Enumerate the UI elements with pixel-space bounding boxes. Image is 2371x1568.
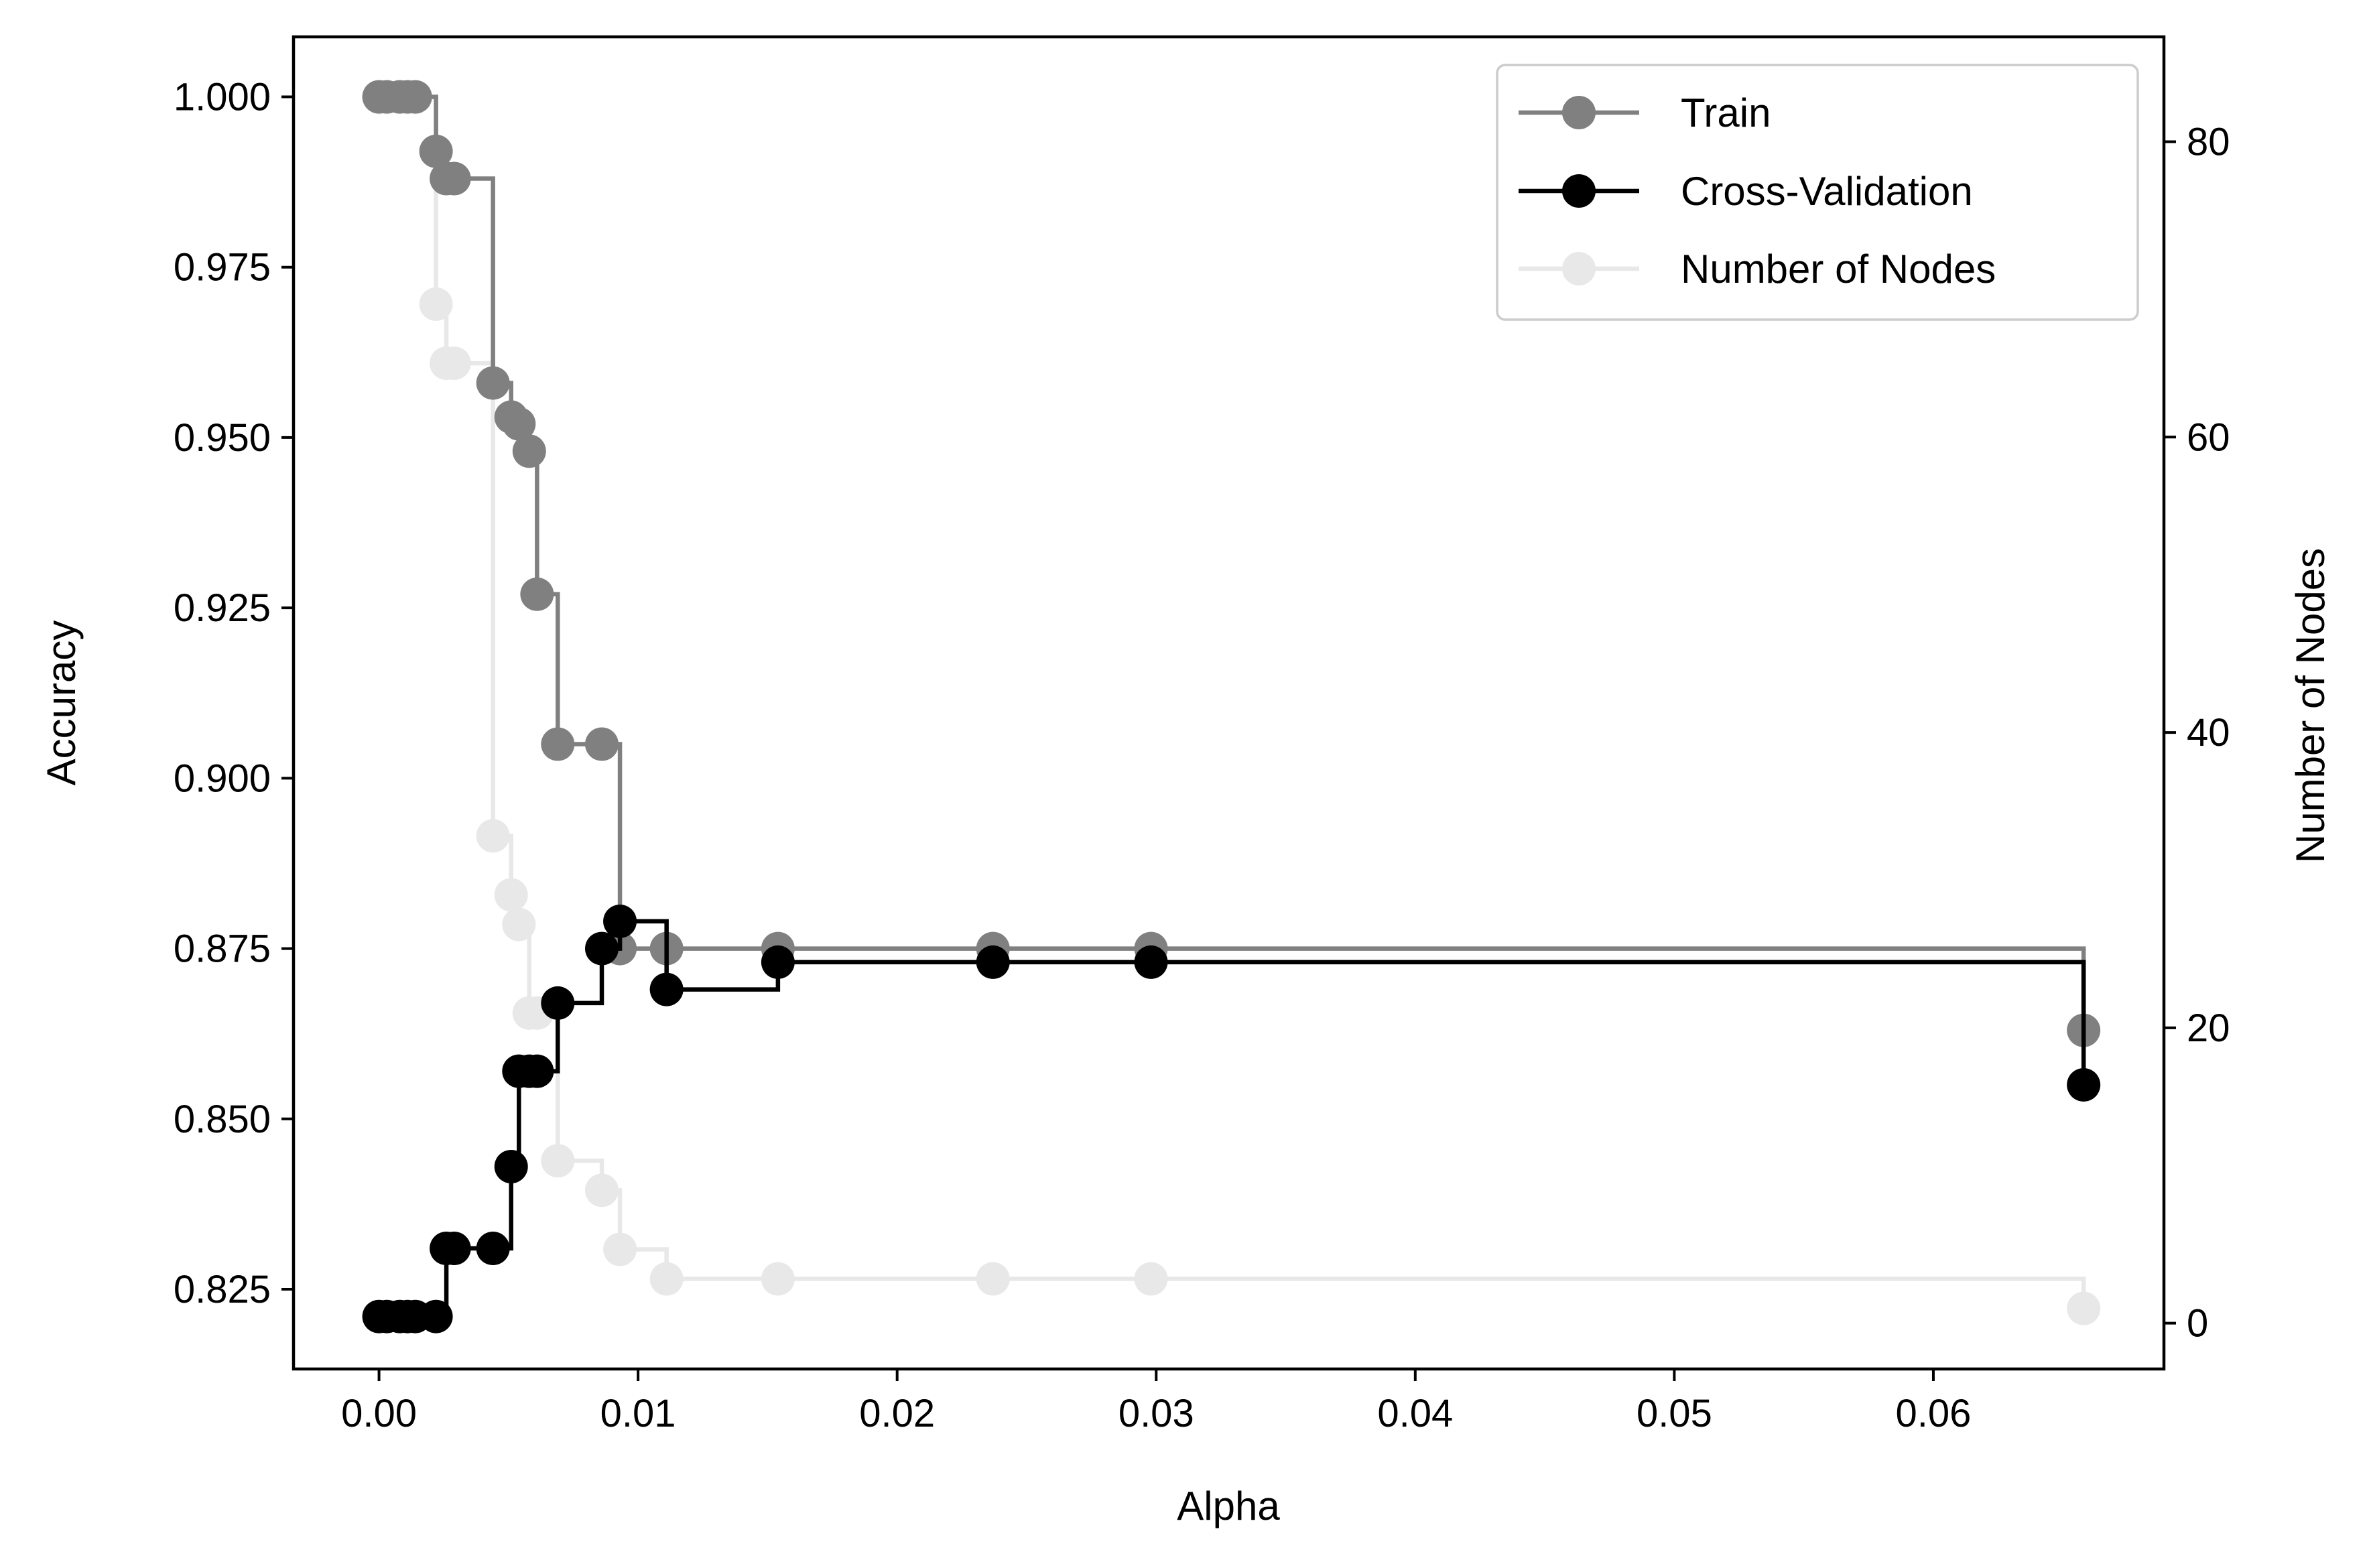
data-point: [494, 1149, 528, 1183]
data-point: [585, 727, 619, 761]
data-point: [761, 1262, 795, 1296]
y2-tick-label: 40: [2187, 711, 2230, 755]
legend-box: [1496, 64, 2139, 321]
legend-handle: [1519, 96, 1639, 129]
y-axis-left: 0.825 0.850 0.875 0.900 0.925 0.950 0.975 1.000: [174, 75, 294, 1311]
legend-marker: [1562, 96, 1596, 129]
x-axis-label: Alpha: [1177, 1484, 1280, 1528]
data-point: [541, 1144, 575, 1178]
data-point: [541, 986, 575, 1020]
y-tick-label: 0.975: [174, 246, 271, 289]
legend-label: Number of Nodes: [1681, 247, 1996, 291]
data-point: [419, 1299, 453, 1333]
data-point: [649, 972, 684, 1006]
data-point: [541, 727, 575, 761]
series-layer: [362, 80, 2101, 1333]
legend-marker: [1562, 174, 1596, 208]
y2-tick-label: 0: [2187, 1302, 2208, 1346]
y-tick-label: 0.875: [174, 927, 271, 971]
data-point: [437, 346, 471, 381]
y2-tick-label: 60: [2187, 415, 2230, 459]
data-point: [512, 434, 546, 468]
x-tick-label: 0.05: [1637, 1392, 1712, 1435]
x-tick-label: 0.06: [1896, 1392, 1972, 1435]
y-tick-label: 0.825: [174, 1268, 271, 1311]
plot-frame: [292, 35, 2166, 1371]
y-tick-label: 0.925: [174, 586, 271, 630]
y-tick-label: 0.850: [174, 1098, 271, 1141]
data-point: [2067, 1291, 2101, 1325]
legend-marker: [1562, 252, 1596, 285]
y2-axis-label: Number of Nodes: [2288, 548, 2333, 863]
data-point: [494, 878, 528, 912]
y-axis-right: 0 20 40 60 80: [2164, 120, 2230, 1346]
data-point: [976, 945, 1010, 979]
x-tick-label: 0.00: [341, 1392, 417, 1435]
data-point: [603, 1232, 637, 1266]
series-cross-validation: [362, 904, 2101, 1333]
x-tick-label: 0.04: [1377, 1392, 1453, 1435]
data-point: [476, 366, 510, 400]
legend-entry: Cross-Validation: [1519, 169, 1973, 214]
data-point: [976, 1262, 1010, 1296]
data-point: [476, 819, 510, 853]
y2-tick-label: 80: [2187, 120, 2230, 164]
legend-entries: Train Cross-Validation Number of Nodes: [1519, 90, 1996, 291]
legend-handle: [1519, 252, 1639, 285]
legend-label: Cross-Validation: [1681, 169, 1973, 214]
y-axis-label: Accuracy: [39, 620, 84, 786]
data-point: [1134, 1262, 1168, 1296]
data-point: [2067, 1067, 2101, 1102]
data-point: [502, 907, 536, 941]
data-point: [761, 945, 795, 979]
data-point: [520, 577, 554, 611]
x-tick-label: 0.01: [600, 1392, 676, 1435]
legend-label: Train: [1681, 90, 1771, 135]
legend: Train Cross-Validation Number of Nodes: [1496, 64, 2139, 321]
y-tick-label: 0.950: [174, 416, 271, 460]
data-point: [437, 161, 471, 196]
data-point: [585, 1173, 619, 1207]
y2-tick-label: 20: [2187, 1006, 2230, 1050]
x-tick-label: 0.02: [859, 1392, 935, 1435]
data-point: [419, 134, 453, 168]
data-point: [520, 1054, 554, 1088]
data-point: [419, 287, 453, 321]
data-point: [585, 931, 619, 966]
legend-entry: Number of Nodes: [1519, 247, 1996, 291]
data-point: [476, 1232, 510, 1266]
x-axis: 0.00 0.01 0.02 0.03 0.04 0.05 0.06: [341, 1369, 1971, 1435]
x-tick-label: 0.03: [1118, 1392, 1194, 1435]
data-point: [603, 904, 637, 938]
legend-handle: [1519, 174, 1639, 208]
legend-entry: Train: [1519, 90, 1771, 135]
data-point: [649, 1262, 684, 1296]
y-tick-label: 0.900: [174, 757, 271, 800]
data-point: [437, 1232, 471, 1266]
y-tick-label: 1.000: [174, 75, 271, 119]
data-point: [398, 80, 432, 114]
data-point: [502, 407, 536, 441]
data-point: [1134, 945, 1168, 979]
